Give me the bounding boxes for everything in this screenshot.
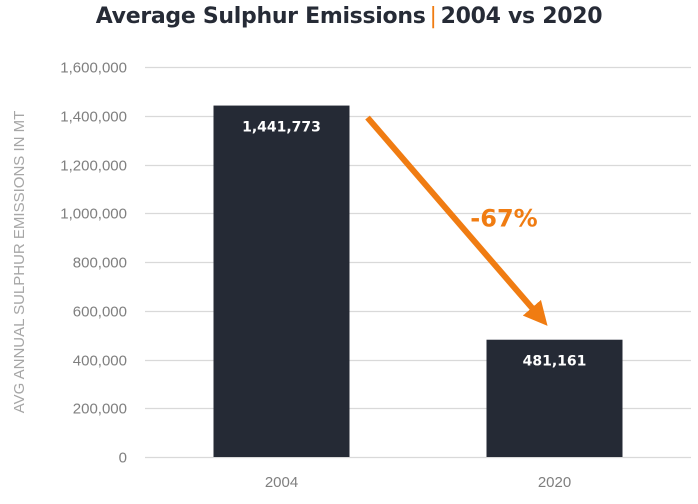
decrease-arrow	[365, 115, 548, 326]
x-tick-label: 2020	[538, 474, 571, 491]
y-tick-label: 1,200,000	[60, 158, 127, 175]
chart-title-years: 2004 vs 2020	[440, 4, 603, 29]
chart-title-main: Average Sulphur Emissions	[95, 4, 426, 29]
chart-title: Average Sulphur Emissions | 2004 vs 2020	[0, 4, 698, 29]
y-tick-label: 0	[119, 450, 127, 467]
y-tick-label: 1,000,000	[60, 206, 127, 223]
bar-2004	[213, 105, 350, 457]
bars: 1,441,773 481,161	[213, 105, 623, 457]
y-tick-label: 1,600,000	[60, 60, 127, 77]
y-tick-label: 1,400,000	[60, 109, 127, 126]
y-axis-title: AVG ANNUAL SULPHUR EMISSIONS IN MT	[11, 111, 28, 414]
data-label-2020: 481,161	[523, 354, 587, 370]
y-tick-label: 200,000	[73, 401, 127, 418]
annotations: -67%	[365, 115, 548, 326]
y-tick-label: 400,000	[73, 353, 127, 370]
x-axis-ticks: 2004 2020	[265, 474, 571, 491]
percent-change-label: -67%	[470, 205, 537, 233]
bar-2020	[486, 339, 623, 457]
data-label-2004: 1,441,773	[242, 120, 321, 136]
y-axis-ticks: 0 200,000 400,000 600,000 800,000 1,000,000 1,…	[60, 60, 127, 467]
y-tick-label: 800,000	[73, 255, 127, 272]
x-tick-label: 2004	[265, 474, 298, 491]
y-tick-label: 600,000	[73, 304, 127, 321]
title-separator: |	[429, 4, 437, 29]
